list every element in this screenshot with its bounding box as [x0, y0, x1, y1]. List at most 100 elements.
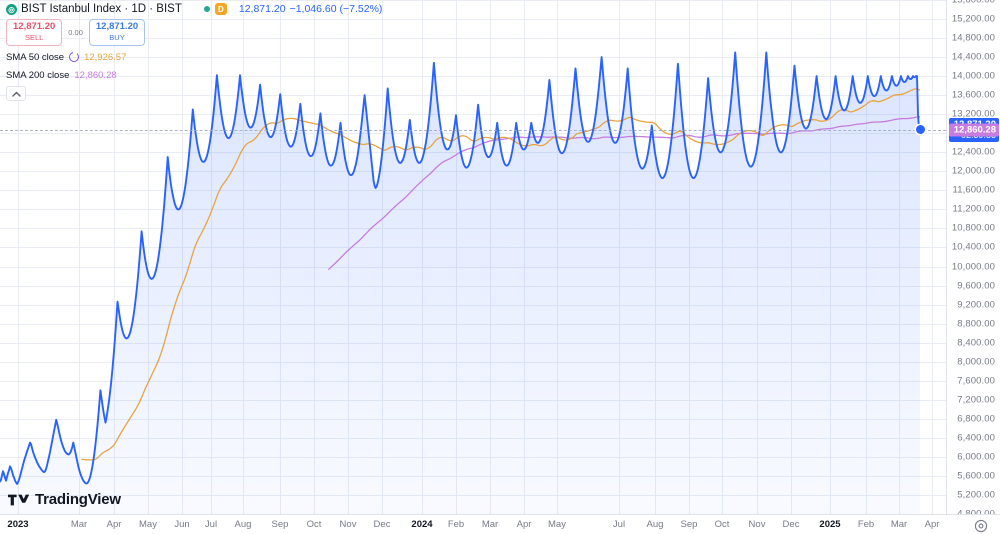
sell-button[interactable]: 12,871.20 SELL [6, 19, 63, 46]
time-axis-tick: Feb [447, 519, 465, 530]
price-axis-badge-purple[interactable]: 12,860.28 [949, 123, 999, 137]
chart-series-svg [0, 51, 921, 514]
gridline-horizontal [0, 114, 946, 115]
price-axis-tick: 15,600.00 [951, 0, 995, 6]
price-axis-tick: 7,600.00 [957, 375, 995, 387]
time-axis-tick: Apr [924, 519, 940, 530]
collapse-legend-button[interactable] [6, 86, 26, 101]
time-axis-tick: Apr [516, 519, 532, 530]
price-axis-tick: 10,800.00 [951, 222, 995, 234]
page-title[interactable]: BIST Istanbul Index · 1D · BIST [21, 3, 182, 15]
buy-button[interactable]: 12,871.20 BUY [88, 19, 146, 46]
time-axis-tick: Sep [271, 519, 289, 530]
time-axis-tick: 2023 [7, 519, 29, 530]
price-axis-tick: 11,200.00 [952, 203, 995, 215]
price-axis-tick: 12,000.00 [951, 165, 995, 177]
time-axis-tick: May [548, 519, 566, 530]
tradingview-logo-icon [8, 494, 29, 505]
price-area-fill [0, 52, 920, 514]
reset-chart-icon[interactable] [974, 519, 988, 533]
gridline-vertical [932, 0, 933, 514]
gridline-horizontal [0, 0, 946, 1]
price-axis-tick: 14,000.00 [951, 70, 995, 82]
price-axis-tick: 5,200.00 [957, 489, 995, 501]
price-axis-tick: 6,800.00 [957, 413, 995, 425]
price-axis-tick: 8,400.00 [957, 337, 995, 349]
sma-200-label: SMA 200 close [6, 69, 70, 81]
indicator-settings-icon[interactable] [69, 52, 80, 62]
price-axis-tick: 8,800.00 [957, 318, 995, 330]
bist-logo-icon: ◎ [6, 3, 17, 15]
time-axis-tick: Jul [612, 519, 626, 530]
last-price-value: 12,871.20 [238, 3, 286, 15]
trade-buttons: 12,871.20 SELL 0.00 12,871.20 BUY [6, 19, 382, 46]
interval-badge[interactable]: D [214, 3, 227, 15]
price-axis-tick: 9,200.00 [957, 299, 995, 311]
gridline-vertical [18, 0, 19, 514]
time-axis-tick: Sep [680, 519, 698, 530]
badge-value: 12,860.28 [953, 124, 996, 136]
chart-plot-area[interactable] [0, 0, 946, 514]
gridline-vertical [114, 0, 115, 514]
buy-label: BUY [109, 33, 125, 42]
time-axis-tick: Aug [234, 519, 252, 530]
time-axis-tick: Dec [373, 519, 391, 530]
time-axis-tick: Mar [481, 519, 499, 530]
sma-200-value: 12,860.28 [74, 69, 117, 81]
price-axis-tick: 10,000.00 [951, 261, 995, 273]
time-axis-tick: May [139, 519, 157, 530]
legend-sma-50-row[interactable]: SMA 50 close 12,926.57 [6, 50, 382, 64]
legend-title-row: ◎ BIST Istanbul Index · 1D · BIST D 12,8… [6, 2, 382, 16]
price-axis-tick: 5,600.00 [957, 470, 995, 482]
gridline-horizontal [0, 95, 946, 96]
time-axis-tick: Aug [646, 519, 664, 530]
price-axis-tick: 6,000.00 [957, 451, 995, 463]
last-price-dot [915, 125, 925, 135]
current-price-line [0, 129, 946, 131]
price-axis-tick: 14,800.00 [951, 32, 995, 44]
tradingview-watermark: TradingView [8, 491, 121, 508]
sma-50-label: SMA 50 close [6, 51, 65, 63]
time-axis-tick: Nov [339, 519, 357, 530]
time-axis-tick: Jul [204, 519, 218, 530]
time-axis-tick: Jun [174, 519, 190, 530]
price-axis-tick: 13,200.00 [951, 108, 995, 120]
sma-50-line [81, 88, 921, 461]
gridline-horizontal [0, 57, 946, 58]
price-axis-tick: 7,200.00 [957, 394, 995, 406]
price-axis-tick: 11,600.00 [952, 184, 995, 196]
price-axis-tick: 13,600.00 [951, 89, 995, 101]
legend-sma-200-row[interactable]: SMA 200 close 12,860.28 [6, 68, 382, 82]
time-axis-tick: Oct [714, 519, 730, 530]
time-axis-tick: Nov [748, 519, 766, 530]
time-axis-tick: Oct [306, 519, 322, 530]
time-axis-tick: 2024 [411, 519, 433, 530]
market-open-status-icon [203, 6, 210, 12]
watermark-text: TradingView [35, 491, 121, 508]
time-axis[interactable]: 2023 Mar Apr May Jun Jul Aug Sep Oct Nov Dec 2024 Fe… [0, 514, 1000, 534]
time-axis-tick: Dec [782, 519, 800, 530]
gridline-vertical [79, 0, 80, 514]
sell-price: 12,871.20 [13, 21, 56, 32]
chart-legend: ◎ BIST Istanbul Index · 1D · BIST D 12,8… [6, 2, 382, 101]
price-change-value: −1,046.60 (−7.52%) [289, 3, 383, 15]
sma-50-value: 12,926.57 [84, 51, 127, 63]
gridline-horizontal [0, 133, 946, 134]
price-axis-tick: 15,200.00 [951, 13, 995, 25]
time-axis-tick: 2025 [819, 519, 841, 530]
sma-200-line [327, 116, 921, 271]
sell-label: SELL [24, 33, 44, 42]
price-axis-tick: 12,400.00 [951, 146, 995, 158]
price-axis-tick: 8,000.00 [957, 356, 995, 368]
time-axis-tick: Mar [70, 519, 88, 530]
gridline-vertical [148, 0, 149, 514]
time-axis-tick: Apr [106, 519, 122, 530]
gridline-horizontal [0, 76, 946, 77]
price-axis[interactable]: 15,600.00 15,200.00 14,800.00 14,400.00 14,0… [946, 0, 1000, 520]
price-line [0, 51, 921, 485]
time-axis-tick: Mar [890, 519, 908, 530]
chevron-up-icon [11, 91, 21, 97]
time-axis-tick: Feb [857, 519, 875, 530]
price-axis-tick: 6,400.00 [957, 432, 995, 444]
